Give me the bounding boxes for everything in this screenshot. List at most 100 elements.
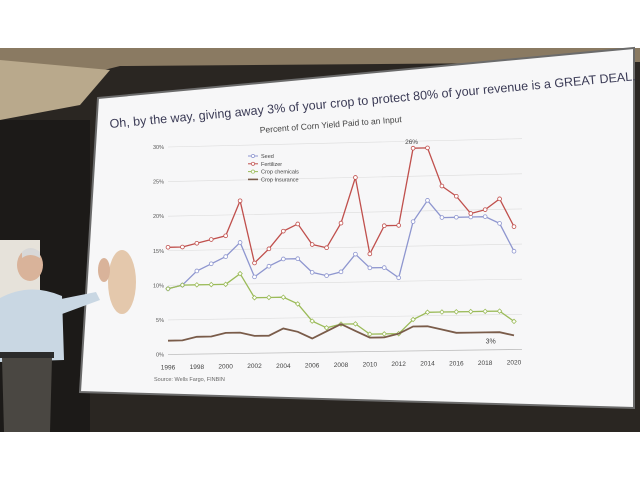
data-point <box>309 270 315 275</box>
x-tick-label: 1996 <box>161 365 176 372</box>
y-tick-label: 15% <box>153 249 164 255</box>
x-tick-label: 2004 <box>276 363 291 370</box>
legend-marker <box>251 169 255 174</box>
data-point <box>179 282 186 288</box>
presenter-hand <box>98 258 110 282</box>
y-tick-label: 0% <box>156 353 164 359</box>
data-point <box>338 269 344 275</box>
y-tick-label: 5% <box>156 318 164 324</box>
data-point <box>367 265 373 271</box>
data-point <box>309 242 315 247</box>
data-point <box>324 245 329 251</box>
data-point <box>324 273 329 278</box>
data-point <box>223 233 228 239</box>
data-point <box>410 316 416 323</box>
annotation-peak: 26% <box>405 139 418 146</box>
data-point <box>281 228 286 234</box>
data-point <box>511 224 517 229</box>
legend-marker <box>251 161 255 166</box>
data-point <box>223 254 228 259</box>
data-point <box>266 294 272 301</box>
legend-label: Seed <box>261 154 274 160</box>
data-point <box>381 265 387 270</box>
y-tick-label: 10% <box>153 283 164 289</box>
x-tick-label: 2014 <box>420 361 435 368</box>
data-point <box>482 207 488 212</box>
data-point <box>352 321 359 327</box>
data-point <box>410 145 416 151</box>
data-point <box>252 274 257 280</box>
x-tick-label: 2012 <box>391 361 406 368</box>
ceiling-light <box>0 60 110 120</box>
presenter-shirt <box>0 289 64 362</box>
y-tick-label: 20% <box>153 214 164 220</box>
presenter-shadow <box>108 250 136 314</box>
data-point <box>165 286 171 292</box>
data-point <box>208 261 214 267</box>
x-tick-label: 2020 <box>507 359 522 366</box>
data-point <box>367 251 373 257</box>
data-point <box>208 237 214 242</box>
x-tick-label: 2008 <box>334 362 349 369</box>
x-tick-label: 2002 <box>247 363 262 370</box>
data-point <box>194 268 200 274</box>
presenter-arm <box>56 292 100 314</box>
chart-source: Source: Wells Fargo, FINBIN <box>154 377 225 383</box>
data-point <box>180 244 185 250</box>
data-point <box>353 251 358 257</box>
legend-marker <box>251 154 255 158</box>
y-tick-label: 30% <box>153 145 164 151</box>
data-point <box>454 214 459 220</box>
data-point <box>425 198 430 203</box>
data-point <box>237 270 243 277</box>
presenter-pants <box>2 358 52 432</box>
data-point <box>280 294 287 300</box>
data-point <box>208 281 215 288</box>
data-point <box>237 198 243 204</box>
legend-label: Crop Insurance <box>261 177 299 183</box>
data-point <box>396 223 401 228</box>
legend-label: Fertilizer <box>261 162 282 168</box>
data-point <box>468 211 474 216</box>
y-tick-label: 25% <box>153 180 164 186</box>
data-point <box>294 301 301 307</box>
data-point <box>251 294 258 301</box>
data-point <box>453 309 460 315</box>
x-axis-line <box>167 348 523 355</box>
x-tick-label: 2018 <box>478 360 493 367</box>
data-point <box>237 240 243 245</box>
gridline <box>167 138 523 148</box>
data-point <box>497 221 502 226</box>
presenter-hair <box>22 248 40 258</box>
data-point <box>367 331 373 337</box>
data-point <box>266 246 272 252</box>
data-point <box>353 175 358 180</box>
data-point <box>497 196 502 202</box>
presenter <box>0 248 136 432</box>
gridline <box>167 243 523 252</box>
data-point <box>396 275 401 281</box>
data-point <box>439 309 445 315</box>
annotation-insurance: 3% <box>486 339 496 346</box>
x-tick-label: 1998 <box>190 364 205 371</box>
data-point <box>323 325 330 331</box>
data-point <box>439 215 445 220</box>
data-point <box>410 219 416 224</box>
data-point <box>194 282 200 288</box>
data-point <box>295 221 301 227</box>
data-point <box>496 308 503 314</box>
x-tick-label: 2000 <box>218 364 233 371</box>
data-point <box>482 308 488 315</box>
data-point <box>424 309 431 316</box>
data-point <box>252 260 257 266</box>
data-point <box>511 248 517 254</box>
data-point <box>281 256 286 262</box>
data-point <box>266 263 272 269</box>
x-tick-label: 2006 <box>305 362 320 369</box>
data-point <box>482 214 488 219</box>
data-point <box>309 318 315 324</box>
ceiling-cornice <box>0 48 640 96</box>
x-tick-label: 2010 <box>363 362 378 369</box>
gridline <box>167 173 523 182</box>
